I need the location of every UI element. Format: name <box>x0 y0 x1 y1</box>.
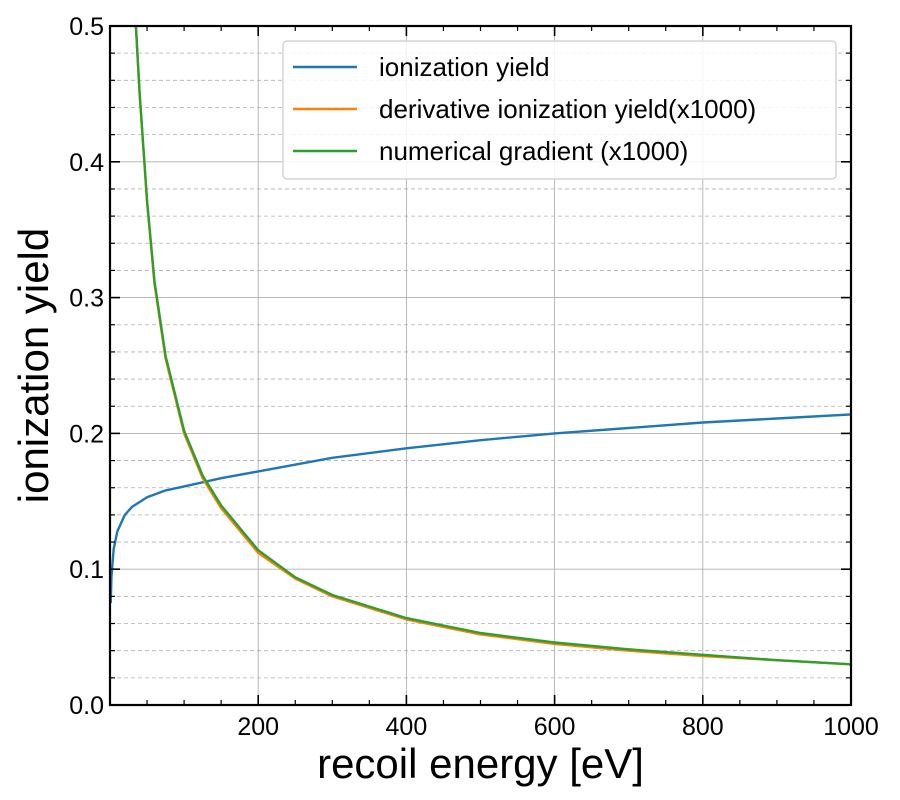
legend-label-3: numerical gradient (x1000) <box>379 136 688 166</box>
legend: ionization yield derivative ionization yi… <box>282 40 837 180</box>
plot-series <box>109 25 852 666</box>
axis-ticks <box>110 26 851 705</box>
legend-label-2: derivative ionization yield(x1000) <box>379 94 756 124</box>
y-tick-label: 0.3 <box>69 285 104 313</box>
y-tick-label: 0.2 <box>69 420 104 448</box>
x-axis-title: recoil energy [eV] <box>317 740 644 787</box>
legend-label-1: ionization yield <box>379 52 550 82</box>
y-axis-title: ionization yield <box>10 228 57 504</box>
x-tick-label: 400 <box>386 713 428 741</box>
tick-labels: 200 400 600 800 1000 0.0 0.1 0.2 0.3 0.4 0.5 <box>69 13 879 741</box>
series-line-1 <box>109 413 852 604</box>
x-tick-label: 200 <box>237 713 279 741</box>
x-tick-label: 1000 <box>823 713 879 741</box>
y-tick-label: 0.5 <box>69 13 104 41</box>
legend-box <box>282 40 837 180</box>
series-line-3 <box>134 25 852 666</box>
y-tick-label: 0.4 <box>69 149 104 177</box>
x-tick-label: 600 <box>534 713 576 741</box>
y-tick-label: 0.0 <box>69 692 104 720</box>
y-tick-label: 0.1 <box>69 556 104 584</box>
x-tick-label: 800 <box>682 713 724 741</box>
